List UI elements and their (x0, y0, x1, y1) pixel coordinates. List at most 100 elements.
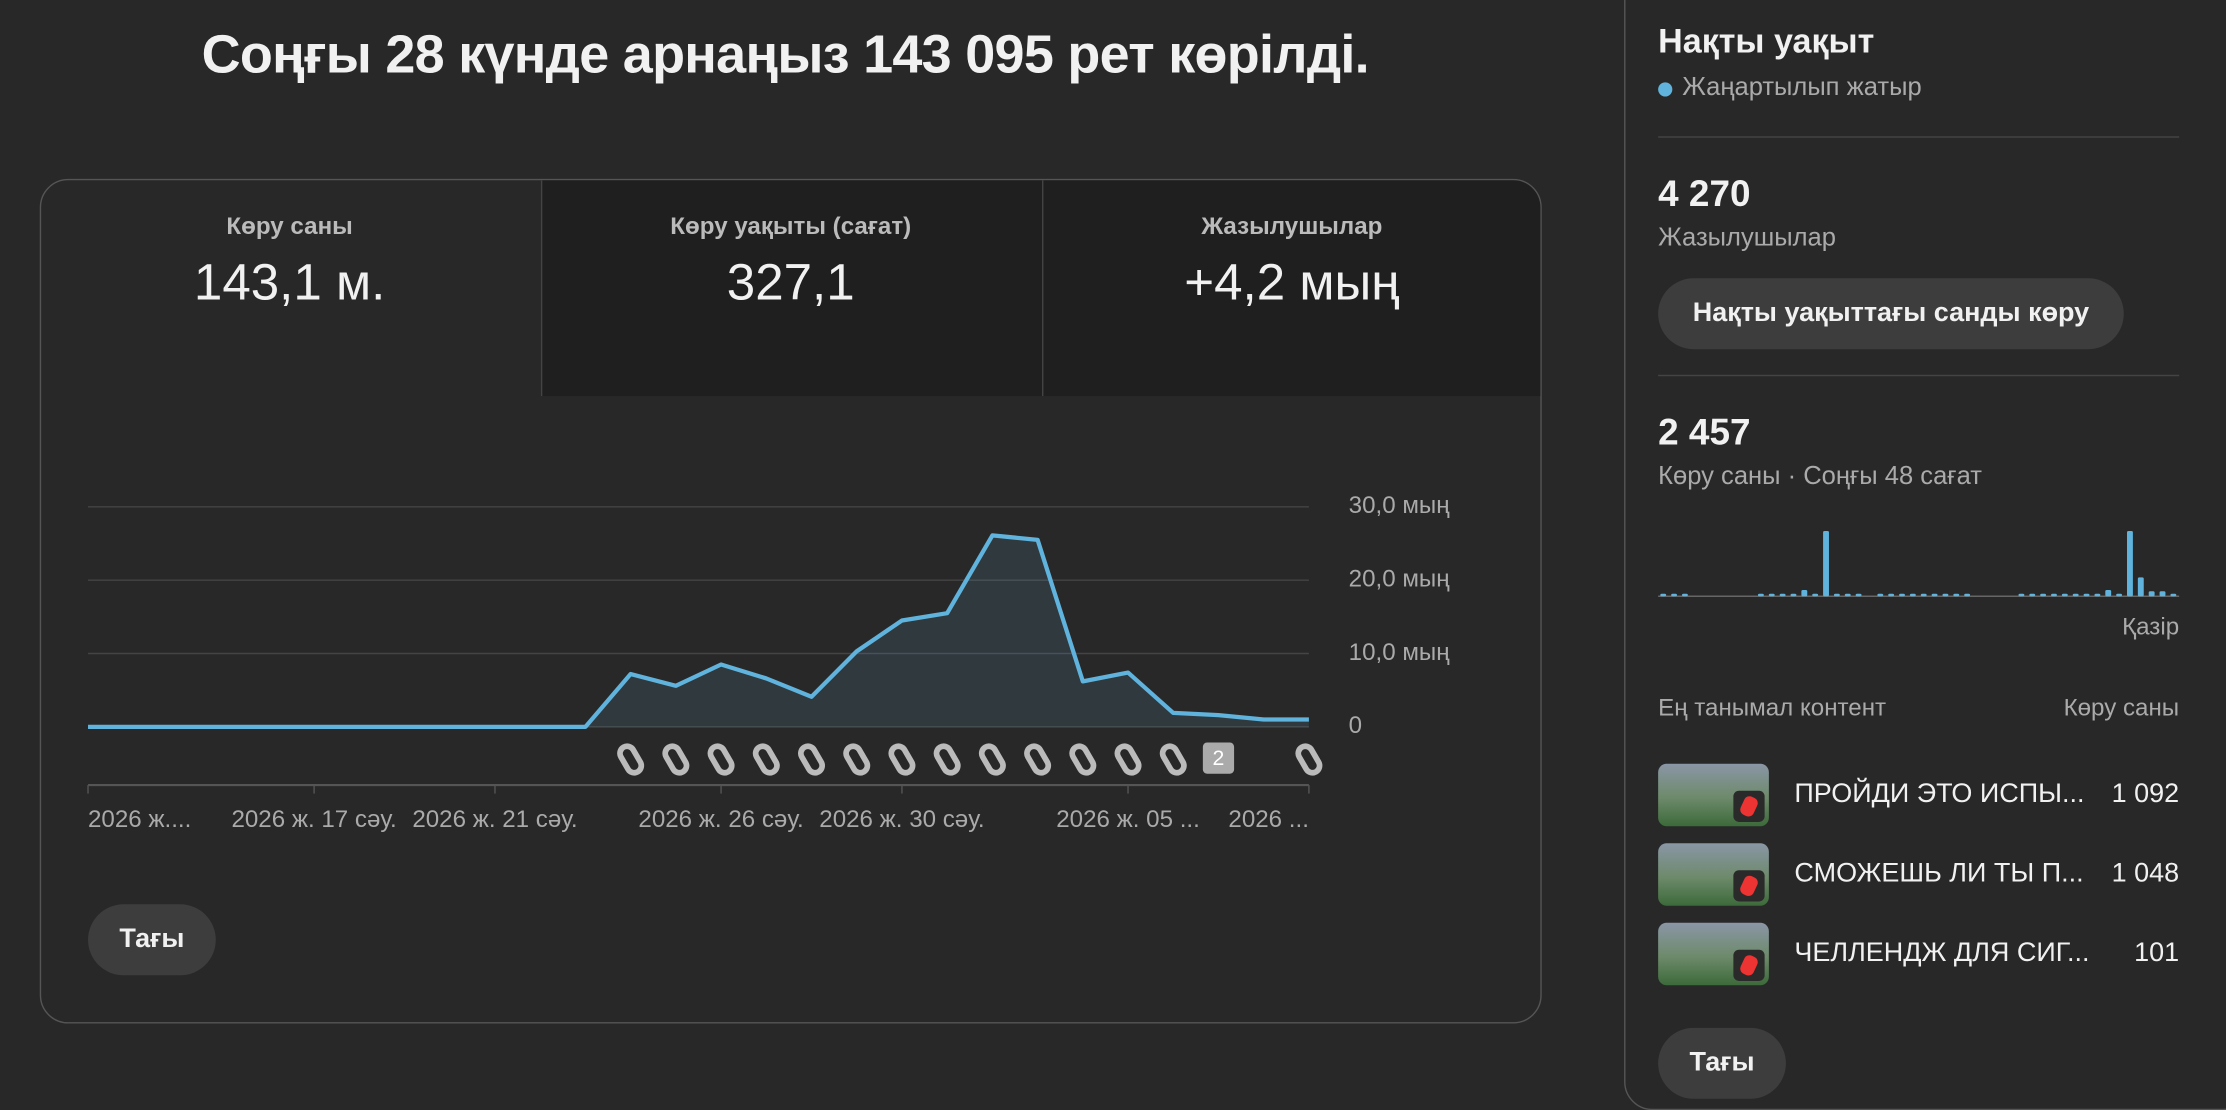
bar (2137, 577, 2144, 597)
x-tick-label: 2026 ж. 05 ... (1056, 806, 1200, 833)
bar (1779, 593, 1786, 597)
tab-label[interactable]: Жазылушылар (1201, 212, 1383, 240)
shorts-icon[interactable] (843, 743, 871, 776)
y-tick-label: 30,0 мың (1349, 492, 1451, 519)
bar (2127, 530, 2133, 597)
shorts-icon[interactable] (617, 743, 645, 776)
badge-bg (1202, 742, 1235, 774)
x-tick-label: 2026 ж. 26 сәу. (638, 806, 803, 833)
bar (1833, 593, 1840, 597)
shorts-icon[interactable] (1114, 743, 1142, 776)
bar (2061, 593, 2068, 597)
y-tick-label: 10,0 мың (1349, 639, 1451, 666)
shorts-shape (1159, 743, 1187, 776)
bar (1909, 593, 1916, 597)
tab-label[interactable]: Көру саны (226, 212, 353, 240)
thumbnail[interactable] (1658, 763, 1769, 827)
divider (1658, 374, 2180, 377)
bar (1942, 593, 1949, 597)
shorts-shape (1114, 743, 1142, 776)
bar (1899, 593, 1905, 597)
bar (1953, 593, 1960, 597)
shorts-icon[interactable] (888, 743, 916, 776)
bar (2051, 593, 2057, 597)
bar (2083, 593, 2090, 597)
divider (540, 180, 543, 397)
now-label: Қазір (2122, 613, 2180, 641)
bar (1888, 593, 1895, 597)
shorts-icon[interactable] (978, 743, 1006, 776)
bar (1964, 593, 1971, 597)
bar (2040, 593, 2047, 597)
tab-value[interactable]: +4,2 мың (1184, 252, 1400, 311)
subscriber-label: Жазылушылар (1658, 222, 1836, 252)
thumbnail[interactable] (1658, 843, 1769, 906)
shorts-shape (798, 743, 825, 776)
shorts-shape (707, 743, 735, 776)
bar (2148, 591, 2155, 597)
shorts-icon[interactable] (752, 743, 780, 776)
x-tick-label: 2026 ... (1228, 806, 1308, 833)
shorts-shape (662, 743, 690, 776)
realtime-title: Нақты уақыт (1658, 22, 1875, 62)
x-tick-label: 2026 ж. 30 сәу. (819, 806, 984, 833)
shorts-shape (752, 743, 780, 776)
badge: 2 (1213, 746, 1225, 770)
shorts-icon[interactable] (1069, 743, 1097, 776)
tab-value[interactable]: 327,1 (726, 252, 855, 311)
bar (2116, 593, 2123, 597)
charts: 0 10,0 мың 20,0 мың 30,0 мың 2026 ж.... 2026 … (87, 492, 2180, 833)
views-count: 2 457 (1658, 410, 1751, 453)
x-tick-label: 2026 ж. 21 сәу. (412, 806, 577, 833)
shorts-icon[interactable] (662, 743, 690, 776)
more-button[interactable]: Тағы (88, 904, 216, 976)
shorts-shape (888, 743, 916, 776)
tab-value[interactable]: 143,1 м. (193, 252, 386, 311)
bar (1931, 593, 1938, 597)
screen: Соңғы 28 күнде арнаңыз 143 095 рет көріл… (0, 0, 2226, 1062)
shorts-shape (978, 743, 1006, 776)
bar (1790, 593, 1797, 597)
bar (2018, 593, 2025, 597)
shorts-icon[interactable] (1295, 743, 1323, 776)
realtime-status: Жаңартылып жатыр (1682, 72, 1922, 101)
shorts-icon[interactable] (707, 743, 735, 776)
bar (1823, 530, 1829, 597)
shorts-icon[interactable] (1024, 743, 1052, 776)
y-tick-label: 20,0 мың (1349, 566, 1451, 593)
y-tick-label: 0 (1349, 712, 1362, 739)
video-title[interactable]: ЧЕЛЛЕНДЖ ДЛЯ СИГ... (1794, 938, 2090, 969)
tab-label[interactable]: Көру уақыты (сағат) (670, 212, 912, 240)
top-content-column: Көру саны (2063, 694, 2180, 722)
bar (2029, 593, 2036, 597)
bar (2170, 593, 2177, 597)
more-button[interactable]: Тағы (1658, 1027, 1786, 1099)
bar (1920, 593, 1927, 597)
tab-bg (540, 180, 1541, 397)
shorts-shape (617, 743, 645, 776)
bar (1812, 593, 1819, 597)
bar (1844, 593, 1851, 597)
realtime-button[interactable]: Нақты уақыттағы санды көру (1658, 278, 2124, 350)
bar (2094, 593, 2101, 597)
card (39, 178, 1542, 1024)
shorts-icon[interactable] (933, 743, 961, 776)
shorts-shape (1069, 743, 1097, 776)
views-label: Көру саны · Соңғы 48 сағат (1658, 461, 1982, 490)
line (88, 533, 1309, 729)
bar (1877, 593, 1884, 597)
bar (2159, 591, 2166, 597)
shorts-icon[interactable] (1159, 743, 1187, 776)
video-title[interactable]: СМОЖЕШЬ ЛИ ТЫ П... (1794, 858, 2084, 889)
thumbnail[interactable] (1658, 922, 1769, 986)
x-tick-label: 2026 ж. 17 сәу. (231, 806, 396, 833)
video-title[interactable]: ПРОЙДИ ЭТО ИСПЫ... (1794, 779, 2085, 810)
bar (1660, 593, 1667, 597)
bar (2105, 589, 2112, 597)
bar (1855, 593, 1862, 597)
page-title: Соңғы 28 күнде арнаңыз 143 095 рет көріл… (201, 25, 1370, 86)
divider (1042, 180, 1044, 397)
video-views: 101 (2134, 938, 2180, 969)
shorts-icon[interactable] (798, 743, 825, 776)
bar (2072, 593, 2079, 597)
